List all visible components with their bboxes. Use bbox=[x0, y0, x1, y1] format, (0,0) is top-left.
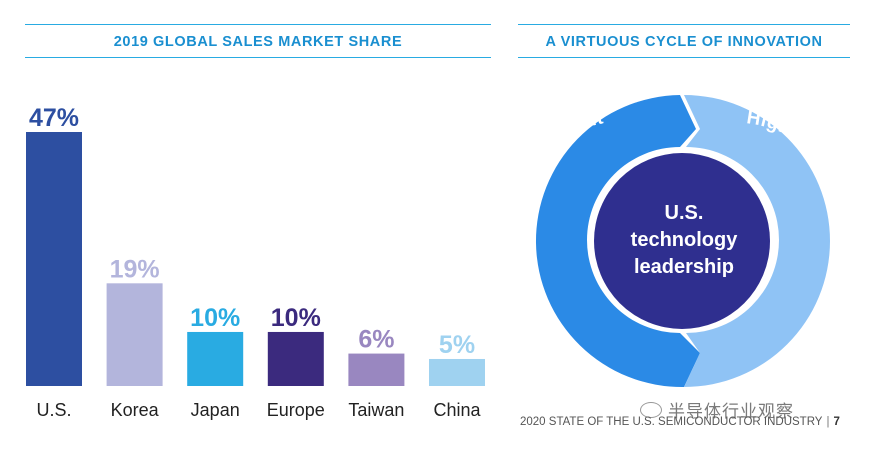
bar-europe bbox=[267, 331, 324, 386]
arc-left-segment bbox=[535, 95, 700, 388]
right-title-bottom-rule bbox=[518, 57, 850, 58]
center-line-2: technology bbox=[631, 229, 739, 251]
watermark-text: 半导体行业观察 bbox=[668, 402, 794, 422]
bar-taiwan bbox=[348, 353, 405, 386]
bar-korea bbox=[106, 283, 163, 386]
value-label: 10% bbox=[271, 304, 321, 332]
bar-japan bbox=[187, 331, 244, 386]
right-title-top-rule bbox=[518, 24, 850, 25]
watermark: 半导体行业观察 bbox=[640, 397, 794, 422]
value-label: 19% bbox=[110, 255, 160, 283]
center-line-3: leadership bbox=[634, 256, 734, 278]
bar-china bbox=[429, 358, 485, 386]
footer-text: 2020 STATE OF THE U.S. SEMICONDUCTOR IND… bbox=[520, 416, 823, 428]
wechat-icon bbox=[640, 402, 662, 418]
left-title-bottom-rule bbox=[25, 57, 491, 58]
virtuous-cycle-diagram: Higher R&D Investment Higher revenue and… bbox=[520, 95, 840, 388]
right-panel-title: A VIRTUOUS CYCLE OF INNOVATION bbox=[545, 34, 823, 50]
value-label: 10% bbox=[190, 304, 240, 332]
footer-divider: | bbox=[826, 416, 830, 428]
market-share-bar-chart: 47% U.S. 19% Korea 10% Japan 10% Europe 6% Taiwan… bbox=[26, 104, 485, 420]
category-label: Korea bbox=[111, 400, 160, 420]
bar-us bbox=[26, 132, 82, 386]
value-label: 5% bbox=[439, 331, 475, 359]
arc-right-segment bbox=[684, 95, 830, 387]
category-label: Europe bbox=[267, 400, 325, 420]
category-label: Taiwan bbox=[348, 400, 404, 420]
category-label: U.S. bbox=[36, 400, 71, 420]
value-label: 47% bbox=[29, 104, 79, 132]
left-panel-title: 2019 GLOBAL SALES MARKET SHARE bbox=[113, 34, 403, 50]
category-label: Japan bbox=[191, 400, 240, 420]
left-title-top-rule bbox=[25, 24, 491, 25]
category-label: China bbox=[433, 400, 481, 420]
page-number: 7 bbox=[833, 416, 840, 428]
footer: 2020 STATE OF THE U.S. SEMICONDUCTOR IND… bbox=[520, 416, 840, 428]
center-circle bbox=[594, 153, 770, 329]
center-line-1: U.S. bbox=[665, 202, 704, 224]
value-label: 6% bbox=[358, 326, 394, 354]
